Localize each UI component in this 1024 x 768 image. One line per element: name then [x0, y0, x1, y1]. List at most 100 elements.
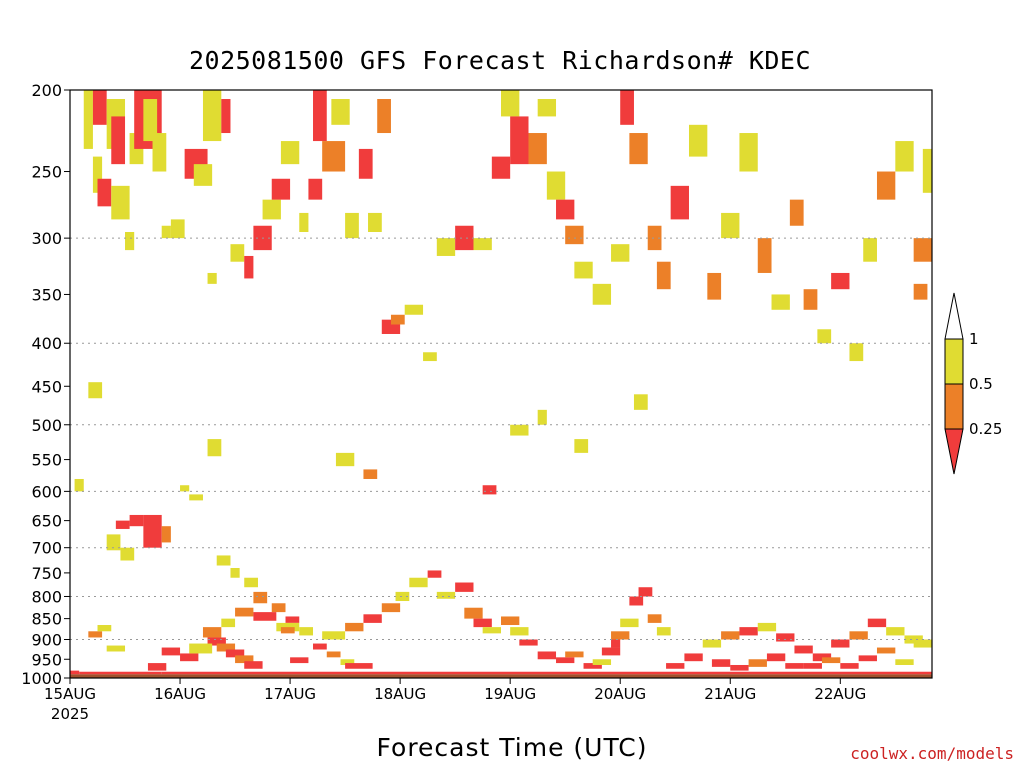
ri-cell	[863, 238, 877, 262]
y-tick-label: 450	[31, 377, 62, 396]
ri-cell	[721, 212, 740, 239]
ri-cell	[702, 639, 722, 648]
ri-cell	[574, 439, 589, 453]
ri-cell	[395, 591, 410, 602]
ri-cell	[537, 409, 547, 425]
ri-cell	[794, 645, 813, 654]
x-tick-label: 18AUG	[374, 685, 426, 703]
ri-cell	[455, 225, 474, 251]
ri-cell	[244, 661, 263, 669]
ri-cell	[340, 659, 355, 665]
ri-cell	[331, 99, 350, 125]
ri-cell	[482, 627, 501, 634]
ri-cell	[666, 663, 685, 669]
chart-title: 2025081500 GFS Forecast Richardson# KDEC	[188, 46, 812, 75]
ri-cell	[363, 469, 378, 479]
ri-cell	[106, 645, 126, 652]
ri-cell	[79, 671, 162, 675]
ri-cell	[840, 663, 859, 669]
ri-cell	[262, 199, 281, 220]
ri-cell	[886, 627, 905, 636]
ri-cell	[230, 567, 240, 578]
ri-cell	[574, 261, 593, 279]
y-tick-label: 800	[31, 587, 62, 606]
ri-cell	[404, 304, 424, 315]
ri-cell	[464, 607, 483, 619]
colorbar-label: 0.5	[969, 375, 993, 393]
colorbar-025-05	[944, 383, 964, 430]
ri-cell	[739, 627, 758, 636]
ri-cell	[147, 663, 167, 671]
ri-cell	[817, 329, 832, 344]
y-tick-label: 550	[31, 451, 62, 470]
ri-cell	[556, 199, 575, 220]
ri-cell	[537, 99, 557, 117]
colorbar-above-1	[944, 292, 964, 340]
ri-cell	[88, 382, 103, 399]
ri-cell	[271, 603, 286, 613]
ri-cell	[92, 90, 107, 125]
y-tick-label: 600	[31, 482, 62, 501]
y-tick-label: 950	[31, 650, 62, 669]
colorbar-below-025	[944, 428, 964, 475]
ri-cell	[202, 627, 222, 638]
ri-cell	[565, 651, 584, 658]
ri-cell	[647, 225, 662, 251]
ri-cell	[656, 261, 671, 290]
ri-cell	[592, 283, 612, 305]
ri-cell	[803, 663, 822, 669]
y-tick-label: 500	[31, 416, 62, 435]
x-tick-label: 22AUG	[814, 685, 866, 703]
ri-cell	[771, 294, 790, 310]
ri-cell	[831, 272, 850, 290]
ri-cell	[633, 394, 648, 410]
ri-cell	[253, 612, 277, 621]
ri-cell	[313, 643, 327, 650]
ri-cell	[345, 663, 373, 669]
ri-cell	[276, 622, 300, 632]
ri-cell	[280, 627, 295, 634]
plot-frame	[69, 89, 933, 679]
ri-cell	[867, 618, 887, 628]
ri-cell	[115, 520, 130, 529]
ri-cell	[368, 212, 382, 232]
ri-cell	[647, 614, 662, 623]
y-tick-label: 750	[31, 564, 62, 583]
ri-cell	[235, 655, 254, 664]
ri-cell	[757, 238, 772, 273]
ri-cell	[436, 238, 456, 256]
ri-cell	[913, 283, 928, 300]
ri-cell	[345, 212, 359, 239]
ri-cell	[473, 238, 492, 251]
ri-cell	[345, 622, 364, 632]
ri-cell	[519, 639, 538, 646]
colorbar-label: 1	[969, 330, 979, 348]
ri-cell	[299, 627, 314, 636]
x-tick-label: 15AUG	[44, 685, 96, 703]
source-credit[interactable]: coolwx.com/models	[850, 744, 1014, 763]
y-tick-label: 350	[31, 285, 62, 304]
ri-cell	[170, 219, 185, 239]
ri-cell	[473, 618, 492, 628]
ri-cell	[583, 663, 602, 669]
ri-cell	[285, 616, 300, 623]
ri-cell	[216, 643, 236, 652]
ri-cell	[244, 577, 258, 588]
ri-cell	[711, 659, 731, 667]
ri-cell	[97, 178, 112, 207]
ri-cell	[427, 570, 442, 578]
ri-cell	[207, 272, 217, 284]
ri-cell	[785, 663, 804, 669]
ri-cell	[721, 631, 740, 640]
x-tick-label: 17AUG	[264, 685, 316, 703]
ri-cell	[620, 618, 639, 628]
y-tick-label: 850	[31, 610, 62, 629]
ri-cell	[895, 659, 914, 665]
ri-cell	[88, 631, 103, 638]
ri-cell	[913, 238, 932, 262]
y-tick-label: 200	[31, 81, 62, 100]
ri-cell	[221, 618, 236, 628]
ri-cell	[358, 148, 373, 179]
ri-cell	[849, 631, 868, 640]
ri-cell	[161, 671, 932, 675]
